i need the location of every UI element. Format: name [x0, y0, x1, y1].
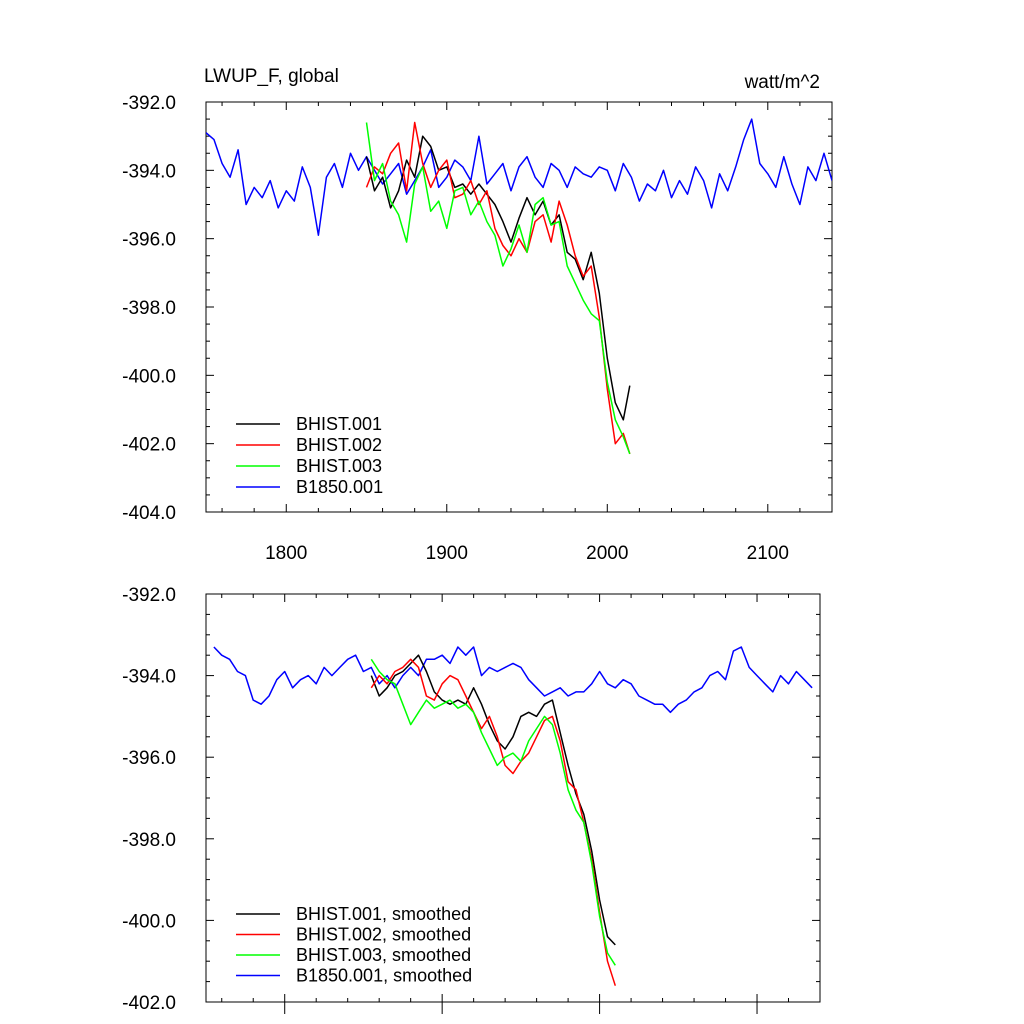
legend-label: BHIST.003	[296, 456, 382, 476]
chart-title: LWUP_F, global	[204, 66, 339, 87]
series-line-bhist-002-smoothed	[370, 658, 617, 986]
legend-label: B1850.001	[296, 477, 383, 497]
y-tick-label: -400.0	[122, 911, 176, 932]
y-tick-label: -398.0	[122, 830, 176, 851]
y-tick-label: -402.0	[122, 435, 176, 456]
y-tick-label: -396.0	[122, 748, 176, 769]
legend-label: BHIST.002	[296, 435, 382, 455]
series-line-bhist-003-smoothed	[370, 658, 616, 966]
legend-label: BHIST.003, smoothed	[296, 945, 471, 965]
series-line-b1850-001	[206, 118, 832, 236]
x-tick-label: 2000	[586, 543, 628, 564]
y-tick-label: -394.0	[122, 667, 176, 688]
y-tick-label: -398.0	[122, 298, 176, 319]
bottom-panel: -392.0 -394.0 -396.0 -398.0 -400.0 -402.0 BHIS…	[122, 585, 821, 1014]
x-tick-label: 1900	[426, 543, 468, 564]
y-tick-label: -400.0	[122, 366, 176, 387]
units-label: watt/m^2	[744, 72, 820, 93]
top-panel: -392.0 -394.0 -396.0 -398.0 -400.0 -402.0 -404…	[122, 66, 833, 564]
y-tick-label: -392.0	[122, 585, 176, 606]
x-tick-label: 1800	[265, 543, 307, 564]
legend-label: B1850.001, smoothed	[296, 966, 472, 986]
y-tick-label: -394.0	[122, 161, 176, 182]
series-line-b1850-001-smoothed	[213, 646, 813, 714]
x-tick-label: 2100	[747, 543, 789, 564]
series-line-bhist-002	[365, 121, 631, 455]
legend-label: BHIST.001, smoothed	[296, 904, 471, 924]
y-tick-label: -404.0	[122, 503, 176, 524]
legend-label: BHIST.001	[296, 414, 382, 434]
series-line-bhist-001	[365, 135, 631, 421]
legend-label: BHIST.002, smoothed	[296, 925, 471, 945]
y-tick-label: -396.0	[122, 230, 176, 251]
y-tick-label: -392.0	[122, 93, 176, 114]
y-tick-label: -402.0	[122, 993, 176, 1014]
series-line-bhist-003	[365, 122, 631, 455]
